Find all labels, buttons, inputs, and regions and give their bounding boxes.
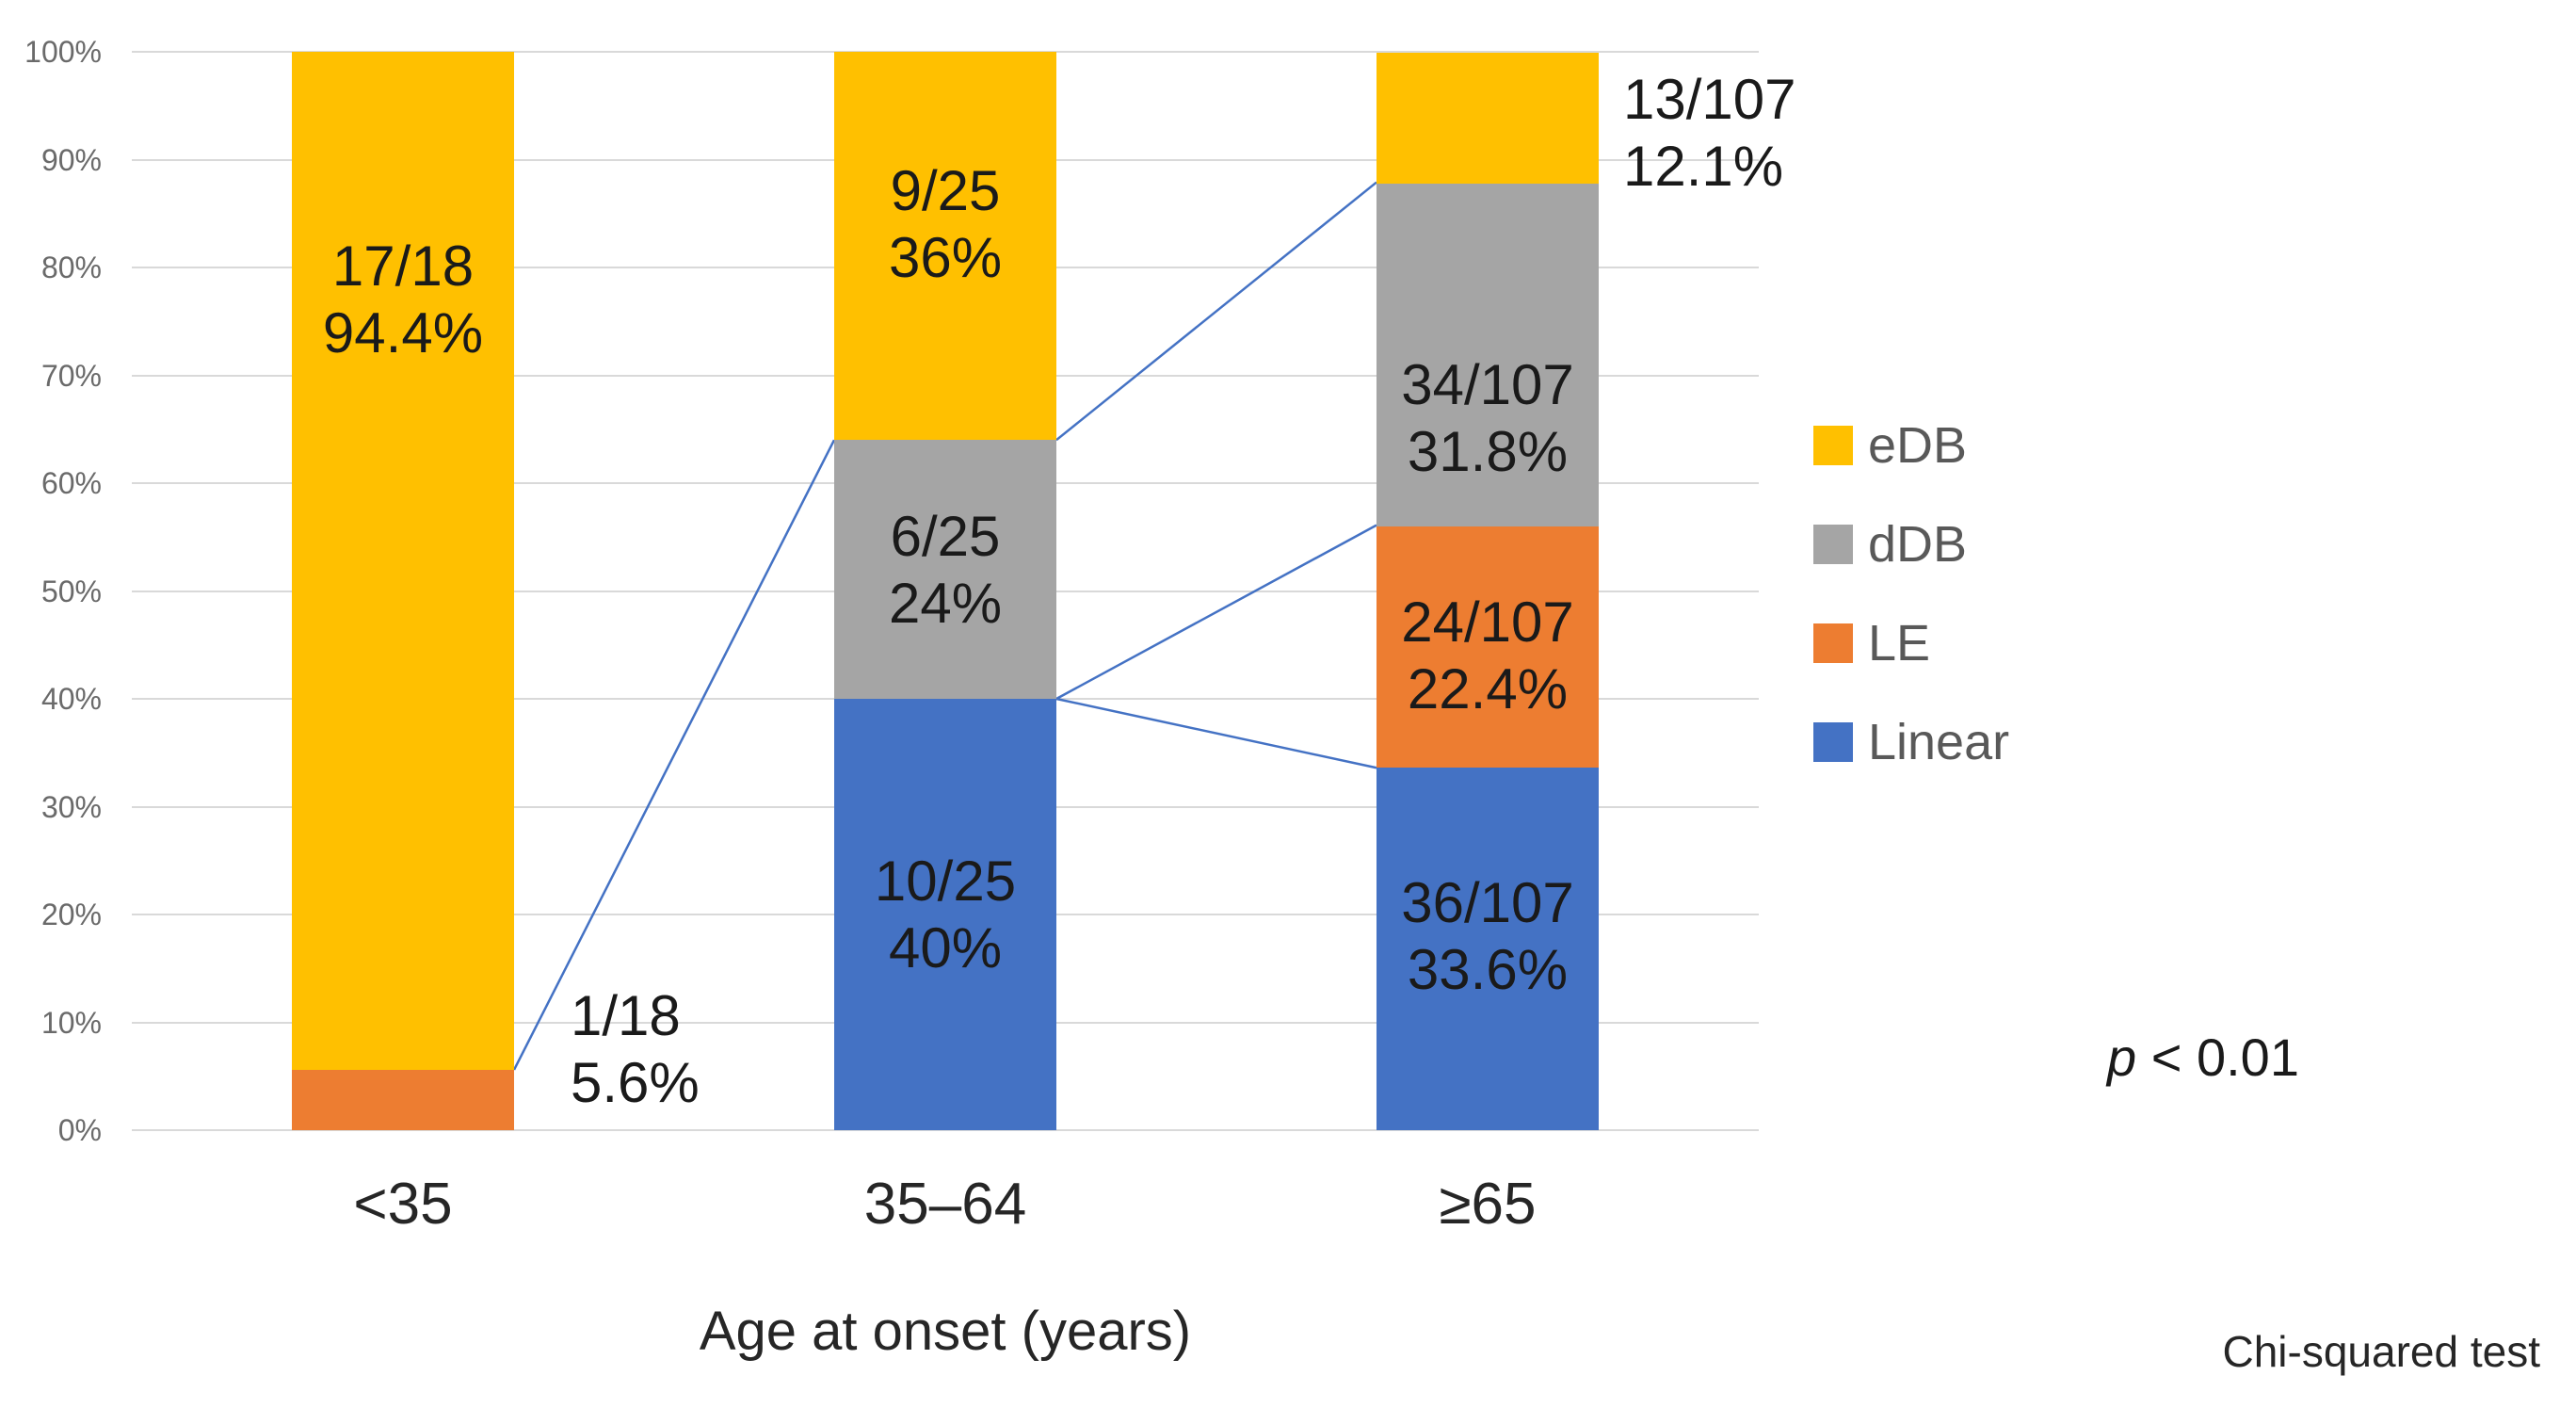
legend-item-eDB: eDB (1813, 420, 2009, 471)
value-label-dDB: 34/107 31.8% (1377, 351, 1599, 485)
y-tick-label: 100% (24, 35, 102, 69)
x-category-label: 35–64 (863, 1172, 1027, 1237)
value-label-LE: 1/18 5.6% (571, 982, 700, 1116)
value-label-Linear: 36/107 33.6% (1377, 869, 1599, 1003)
y-tick-label: 90% (40, 142, 102, 177)
legend-item-LE: LE (1813, 618, 2009, 669)
value-label-eDB: 17/18 94.4% (292, 233, 514, 366)
value-label-line: 40% (888, 916, 1003, 979)
plot-area: 1/18 5.6% 17/18 94.4% 10/25 40% 6/25 24% 9/25 36%… (132, 51, 1796, 1131)
series-connector-line (1055, 181, 1377, 442)
bar-segment-eDB (292, 52, 514, 1070)
bar-segment-LE (292, 1069, 514, 1130)
value-label-line: 24% (888, 571, 1003, 635)
value-label-line: 94.4% (322, 301, 484, 365)
y-tick-label: 0% (57, 1113, 102, 1147)
value-label-line: 1/18 (571, 984, 681, 1048)
legend-swatch-dDB (1813, 525, 1853, 564)
legend-swatch-eDB (1813, 426, 1853, 465)
bar-segment-Linear (1377, 768, 1599, 1130)
value-label-line: 12.1% (1623, 134, 1784, 198)
value-label-line: 13/107 (1623, 67, 1796, 131)
legend-label-dDB: dDB (1868, 516, 1968, 573)
value-label-line: 9/25 (890, 159, 1001, 223)
series-connector-line (512, 439, 836, 1071)
legend-swatch-LE (1813, 623, 1853, 663)
value-label-line: 33.6% (1407, 937, 1569, 1001)
value-label-line: 36% (888, 226, 1003, 290)
legend-label-LE: LE (1868, 615, 1931, 672)
value-label-line: 10/25 (874, 850, 1017, 913)
series-connector-lines (512, 181, 1377, 1071)
bar-segment-eDB (834, 52, 1056, 441)
legend: eDB dDB LE Linear (1813, 420, 2009, 768)
series-connector-line (1055, 524, 1377, 701)
value-label-line: 6/25 (890, 504, 1001, 568)
value-label-line: 5.6% (571, 1051, 700, 1115)
x-category-label: <35 (353, 1172, 453, 1237)
value-label-eDB: 9/25 36% (834, 157, 1056, 291)
y-tick-label: 80% (40, 251, 102, 284)
legend-label-eDB: eDB (1868, 417, 1968, 474)
legend-label-Linear: Linear (1868, 714, 2010, 770)
x-category-label: ≥65 (1439, 1172, 1537, 1237)
bar-segment-LE (1377, 526, 1599, 769)
bar-segment-eDB (1377, 53, 1599, 184)
bar-segment-Linear (834, 699, 1056, 1130)
value-label-line: 17/18 (331, 235, 475, 299)
y-tick-label: 20% (40, 898, 102, 931)
p-value-symbol: p (2107, 1028, 2137, 1087)
value-label-Linear: 10/25 40% (834, 848, 1056, 981)
y-tick-label: 60% (40, 466, 102, 500)
p-value-annotation: p < 0.01 (2107, 1027, 2299, 1088)
gridline-0 (132, 1129, 1759, 1131)
p-value-comparison: < 0.01 (2136, 1028, 2299, 1087)
legend-item-dDB: dDB (1813, 519, 2009, 570)
series-connector-line (1055, 697, 1377, 769)
y-tick-label: 30% (40, 789, 102, 824)
x-axis: <35 35–64 ≥65 (132, 1171, 1759, 1246)
y-tick-label: 70% (40, 358, 102, 393)
y-tick-label: 10% (40, 1005, 102, 1040)
value-label-line: 36/107 (1401, 870, 1574, 934)
value-label-line: 24/107 (1401, 591, 1574, 655)
value-label-LE: 24/107 22.4% (1377, 589, 1599, 722)
x-axis-title: Age at onset (years) (699, 1301, 1192, 1362)
y-axis: 0% 10% 20% 30% 40% 50% 60% 70% 80% 90% 100% (0, 35, 102, 1147)
value-label-line: 22.4% (1407, 657, 1569, 721)
statistical-test-note: Chi-squared test (2222, 1327, 2541, 1376)
y-tick-label: 50% (40, 574, 102, 608)
value-label-dDB: 6/25 24% (834, 503, 1056, 637)
value-label-line: 31.8% (1407, 420, 1569, 484)
legend-item-Linear: Linear (1813, 717, 2009, 768)
y-tick-label: 40% (40, 682, 102, 716)
bar-segment-dDB (834, 440, 1056, 699)
bar-segment-dDB (1377, 183, 1599, 526)
value-label-eDB: 13/107 12.1% (1623, 66, 1796, 200)
legend-swatch-Linear (1813, 722, 1853, 762)
value-label-line: 34/107 (1401, 353, 1574, 417)
